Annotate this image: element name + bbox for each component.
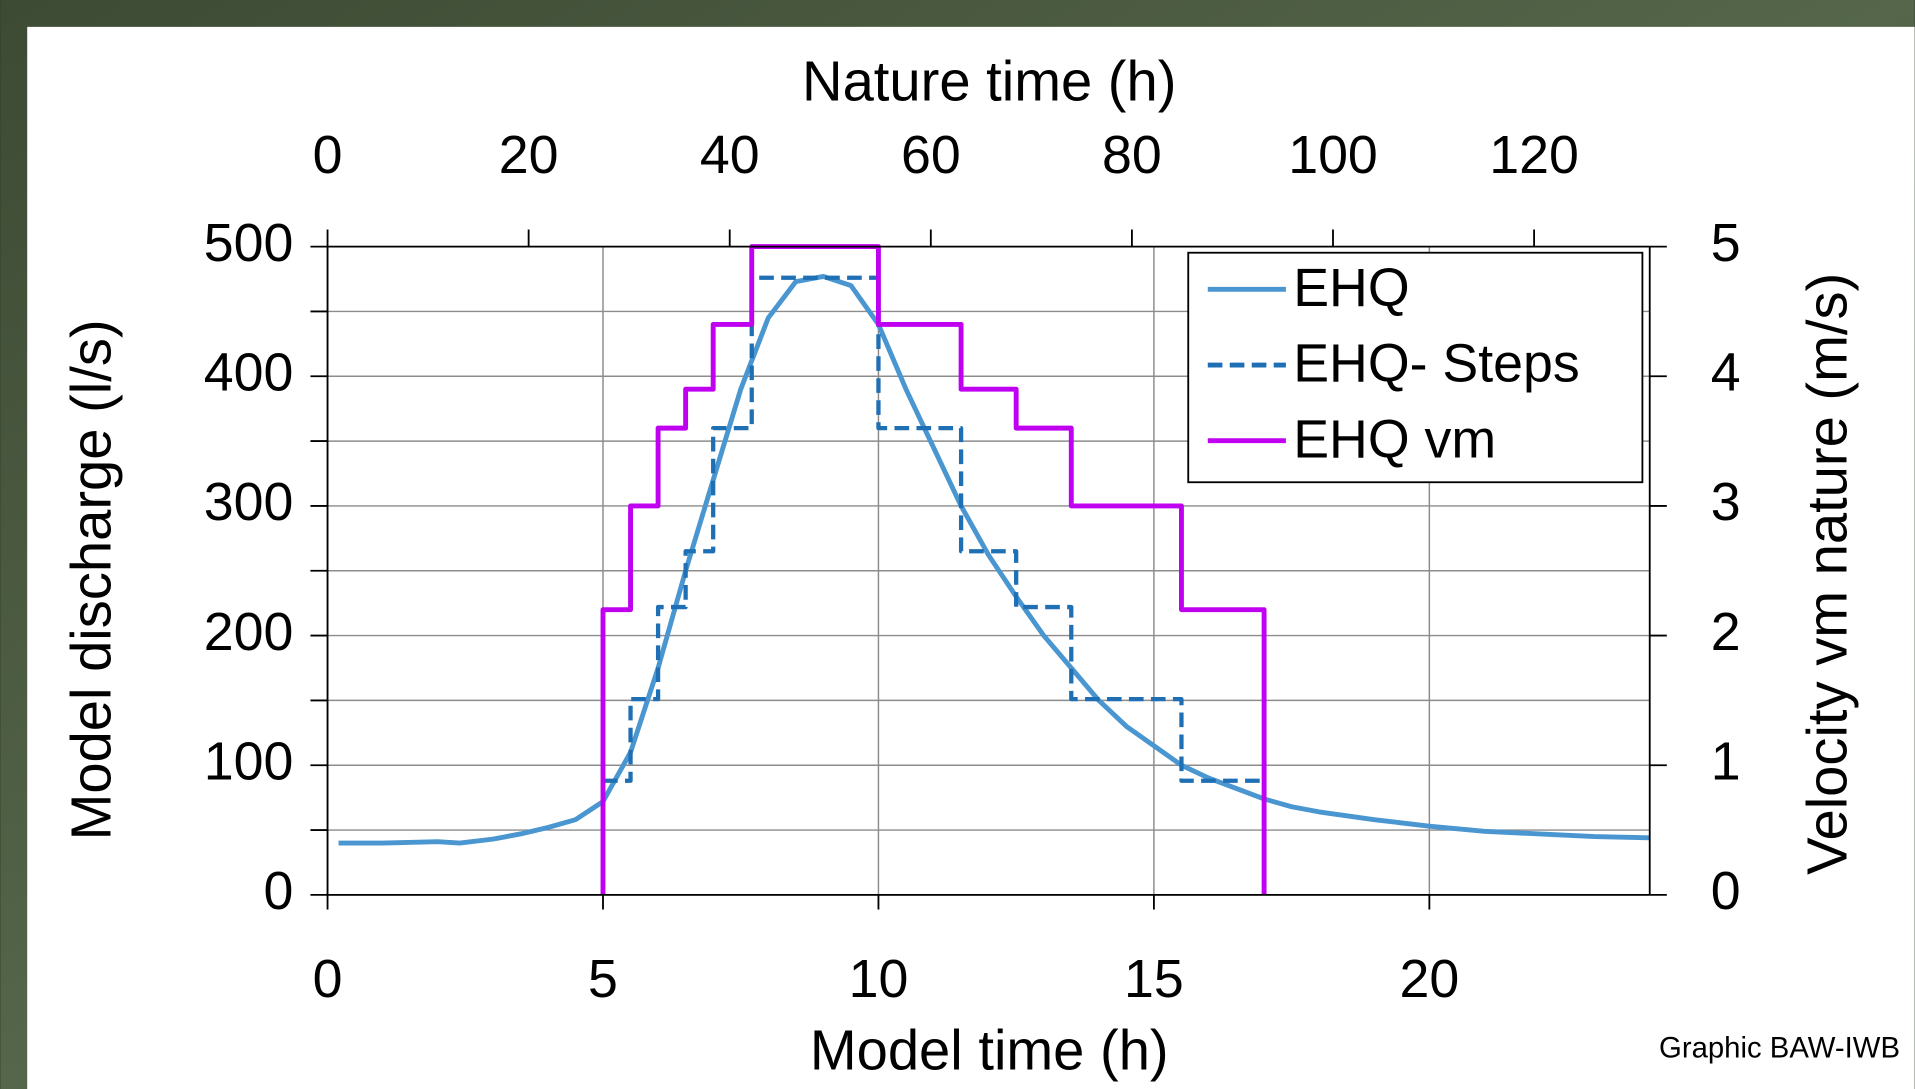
x2-tick-label: 100 [1288, 125, 1378, 185]
series-line [338, 273, 1650, 846]
y-tick-label: 400 [204, 342, 294, 402]
y2-tick-label: 2 [1711, 602, 1741, 662]
y2-tick-label: 5 [1711, 213, 1741, 273]
x2-tick-label: 60 [901, 125, 961, 185]
x2-axis-title: Nature time (h) [802, 49, 1176, 112]
x-axis-title: Model time (h) [810, 1019, 1169, 1082]
y-tick-label: 0 [263, 861, 293, 921]
y-tick-label: 500 [204, 213, 294, 273]
y2-axis-title: Velocity vm nature (m/s) [1795, 273, 1858, 875]
y2-tick-label: 0 [1711, 861, 1741, 921]
x-tick-label: 5 [588, 949, 618, 1009]
y2-tick-label: 3 [1711, 472, 1741, 532]
y-axis-title: Model discharge (l/s) [59, 319, 122, 840]
x2-tick-label: 20 [499, 125, 559, 185]
x2-tick-label: 120 [1489, 125, 1579, 185]
legend-label: EHQ vm [1293, 409, 1496, 469]
x-tick-label: 10 [849, 949, 909, 1009]
x-tick-label: 0 [313, 949, 343, 1009]
legend-label: EHQ- Steps [1293, 334, 1580, 394]
x2-tick-label: 0 [313, 125, 343, 185]
y-tick-label: 100 [204, 731, 294, 791]
legend-label: EHQ [1293, 258, 1409, 318]
x-tick-label: 20 [1399, 949, 1459, 1009]
x-tick-label: 15 [1124, 949, 1184, 1009]
x2-tick-label: 40 [700, 125, 760, 185]
x2-tick-label: 80 [1102, 125, 1162, 185]
y2-tick-label: 1 [1711, 731, 1741, 791]
series-line [603, 275, 1265, 783]
credit: Graphic BAW-IWB [1659, 1032, 1900, 1065]
legend: EHQ EHQ- Steps EHQ vm [1187, 251, 1644, 484]
panel [27, 26, 1915, 1089]
y-tick-label: 200 [204, 602, 294, 662]
y-tick-label: 300 [204, 472, 294, 532]
y2-tick-label: 4 [1711, 342, 1741, 402]
